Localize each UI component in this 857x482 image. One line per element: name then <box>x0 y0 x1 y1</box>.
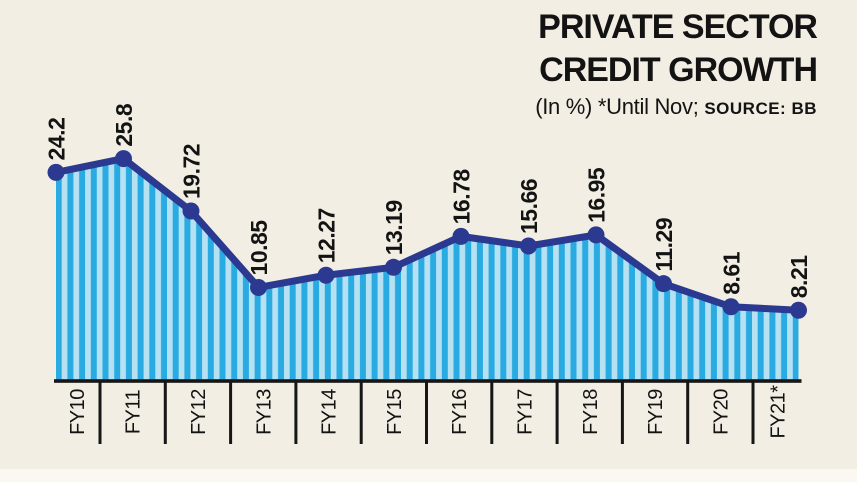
chart-subtitle: (In %) *Until Nov; SOURCE: BB <box>535 94 817 120</box>
axis-label-FY11: FY11 <box>123 389 145 434</box>
axis-label-FY13: FY13 <box>253 389 275 435</box>
data-point-marker-FY16 <box>452 227 470 245</box>
data-point-marker-FY15 <box>385 258 402 276</box>
value-label-FY12: 19.72 <box>179 144 205 199</box>
value-label-FY13: 10.85 <box>246 220 272 276</box>
source-label: SOURCE: BB <box>704 99 817 118</box>
chart-title-line1: PRIVATE SECTOR <box>538 8 818 46</box>
axis-tick <box>686 381 690 444</box>
axis-tick <box>229 381 233 444</box>
data-point-marker-FY11 <box>115 150 132 168</box>
axis-label-FY20: FY20 <box>710 389 732 435</box>
axis-label-FY12: FY12 <box>188 389 210 435</box>
value-label-FY19: 11.29 <box>651 218 677 272</box>
data-point-marker-FY17 <box>520 237 537 255</box>
axis-label-FY15: FY15 <box>384 389 406 435</box>
value-label-FY17: 15.66 <box>516 179 542 234</box>
data-point-marker-FY12 <box>182 202 200 220</box>
data-point-marker-FY10 <box>47 163 65 181</box>
data-point-marker-FY20 <box>722 298 740 316</box>
axis-tick <box>294 381 298 444</box>
value-label-FY18: 16.95 <box>584 167 610 223</box>
axis-label-FY16: FY16 <box>449 389 471 435</box>
axis-label-FY10: FY10 <box>67 389 89 435</box>
value-label-FY16: 16.78 <box>449 169 475 225</box>
axis-tick <box>359 381 363 444</box>
data-point-marker-FY13 <box>250 278 267 296</box>
axis-label-FY17: FY17 <box>514 389 536 435</box>
axis-tick <box>98 381 102 444</box>
axis-tick <box>751 381 755 444</box>
axis-label-FY19: FY19 <box>645 389 667 435</box>
data-point-marker-FY18 <box>587 226 605 244</box>
axis-label-FY18: FY18 <box>580 389 602 435</box>
axis-tick <box>555 381 559 444</box>
axis-tick <box>163 381 167 444</box>
value-label-FY20: 8.61 <box>719 251 745 294</box>
axis-tick <box>490 381 494 444</box>
unit-note: (In %) *Until Nov; <box>535 94 699 119</box>
value-label-FY11: 25.8 <box>111 103 137 146</box>
data-point-marker-FY19 <box>655 275 672 293</box>
data-point-marker-FY14 <box>317 266 335 284</box>
value-label-FY21*: 8.21 <box>786 255 812 298</box>
axis-tick <box>425 381 428 444</box>
axis-tick <box>620 381 624 444</box>
data-point-marker-FY21* <box>790 301 807 319</box>
chart-title-line2: CREDIT GROWTH <box>539 51 818 89</box>
value-label-FY10: 24.2 <box>44 118 70 161</box>
axis-label-FY14: FY14 <box>319 389 341 435</box>
chart-header: PRIVATE SECTOR CREDIT GROWTH (In %) *Unt… <box>535 6 818 120</box>
value-label-FY15: 13.19 <box>381 200 407 255</box>
value-label-FY14: 12.27 <box>314 208 340 263</box>
trend-line <box>52 155 802 314</box>
axis-label-FY21*: FY21* <box>767 385 789 439</box>
bottom-strip <box>0 469 857 482</box>
area-fill <box>56 158 799 381</box>
